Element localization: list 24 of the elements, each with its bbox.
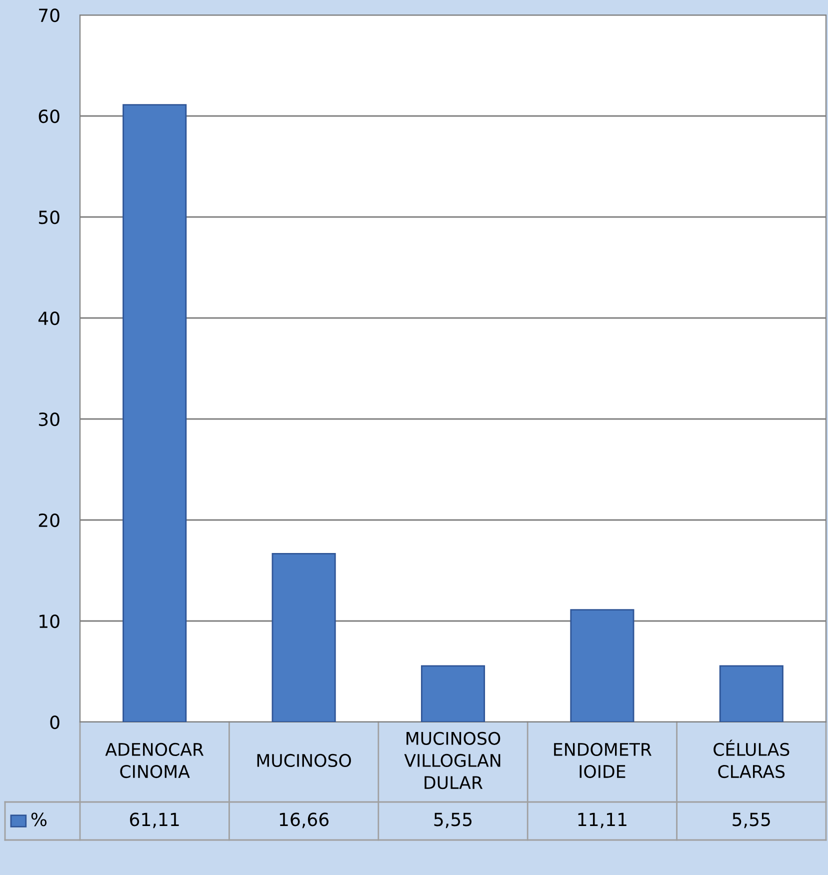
x-tick-label: MUCINOSO VILLOGLAN DULAR — [404, 732, 500, 790]
y-tick-label: 50 — [38, 210, 60, 224]
y-tick-label: 70 — [39, 8, 60, 22]
bar — [570, 609, 634, 722]
legend-label: % — [31, 812, 47, 826]
data-label: 11,11 — [578, 812, 626, 828]
data-label: 61,11 — [130, 812, 179, 828]
bar — [122, 104, 187, 722]
x-tick-label: MUCINOSO — [257, 754, 351, 768]
y-tick-label: 0 — [50, 715, 60, 730]
bar — [420, 665, 486, 722]
data-label: 5,55 — [434, 812, 472, 828]
x-tick-label: ENDOMETR IOIDE — [554, 742, 652, 778]
x-tick-label: CÉLULAS CLARAS — [714, 740, 790, 778]
data-label: 16,66 — [280, 812, 329, 828]
y-tick-label: 60 — [38, 109, 60, 124]
data-label: 5,55 — [732, 812, 770, 828]
y-tick-label: 30 — [38, 412, 60, 426]
bar — [272, 553, 336, 722]
x-tick-label: ADENOCAR CINOMA — [105, 742, 204, 778]
y-tick-label: 10 — [40, 614, 60, 628]
bar — [719, 665, 784, 722]
y-tick-label: 20 — [38, 513, 60, 528]
y-tick-label: 40 — [38, 311, 60, 326]
